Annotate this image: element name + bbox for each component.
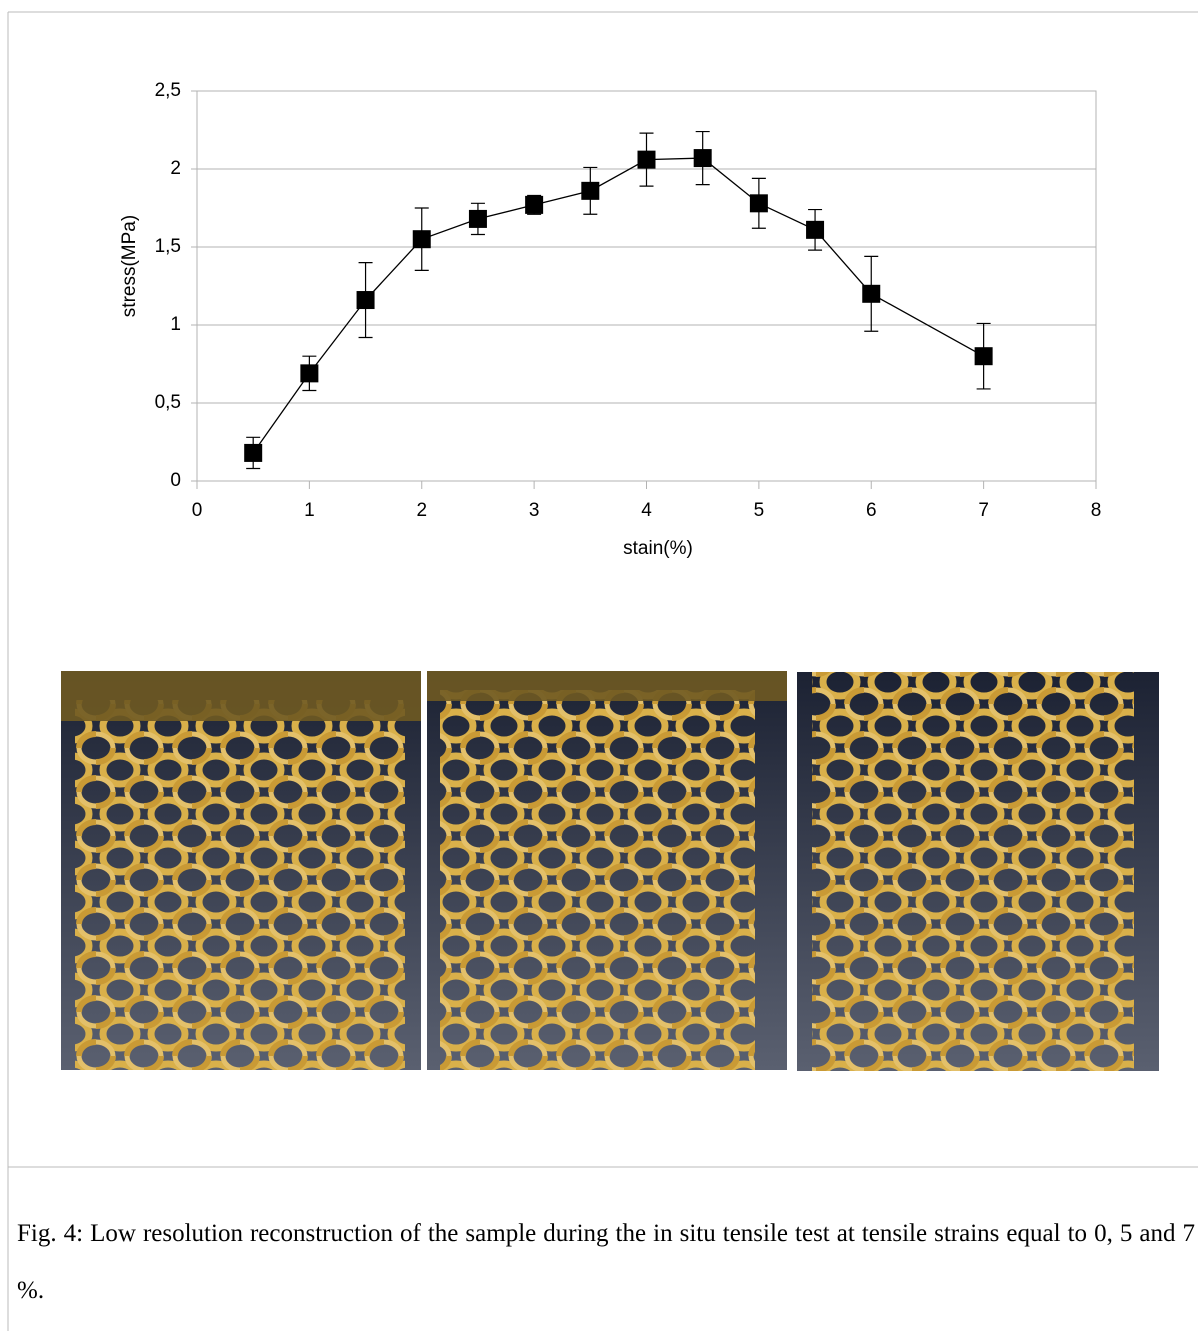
y-tick-label: 1,5 bbox=[155, 236, 181, 257]
x-axis-title: stain(%) bbox=[623, 538, 693, 559]
chart: stain(%) stress(MPa) 0 0,5 1 1,5 2 2,5 0 1 2 3 4 5 6… bbox=[119, 80, 1102, 559]
x-tick-label: 2 bbox=[416, 500, 427, 521]
x-tick-label: 3 bbox=[529, 500, 540, 521]
data-marker bbox=[749, 194, 768, 213]
data-marker bbox=[974, 347, 993, 366]
figure-caption: Fig. 4: Low resolution reconstruction of… bbox=[17, 1220, 1195, 1304]
y-axis-title: stress(MPa) bbox=[119, 215, 140, 317]
y-tick-label: 0 bbox=[170, 470, 181, 491]
data-marker bbox=[693, 149, 712, 168]
x-tick-label: 7 bbox=[978, 500, 989, 521]
data-marker bbox=[525, 195, 544, 214]
x-tick-label: 5 bbox=[754, 500, 765, 521]
data-marker bbox=[300, 364, 319, 383]
reconstruction-image bbox=[427, 671, 787, 1070]
reconstruction-image bbox=[61, 671, 421, 1070]
data-marker bbox=[581, 181, 600, 200]
data-marker bbox=[862, 284, 881, 303]
x-tick-label: 0 bbox=[192, 500, 203, 521]
data-marker bbox=[637, 150, 656, 169]
data-marker bbox=[806, 220, 825, 239]
data-marker bbox=[244, 443, 263, 462]
y-tick-label: 2,5 bbox=[155, 80, 181, 101]
x-tick-label: 1 bbox=[304, 500, 315, 521]
data-marker bbox=[468, 209, 487, 228]
y-tick-label: 1 bbox=[170, 314, 181, 335]
reconstruction-image bbox=[797, 672, 1159, 1071]
y-tick-label: 0,5 bbox=[155, 392, 181, 413]
x-tick-label: 6 bbox=[866, 500, 877, 521]
data-marker bbox=[356, 291, 375, 310]
data-marker bbox=[412, 230, 431, 249]
x-tick-label: 4 bbox=[641, 500, 652, 521]
x-tick-label: 8 bbox=[1091, 500, 1102, 521]
y-tick-label: 2 bbox=[170, 158, 181, 179]
